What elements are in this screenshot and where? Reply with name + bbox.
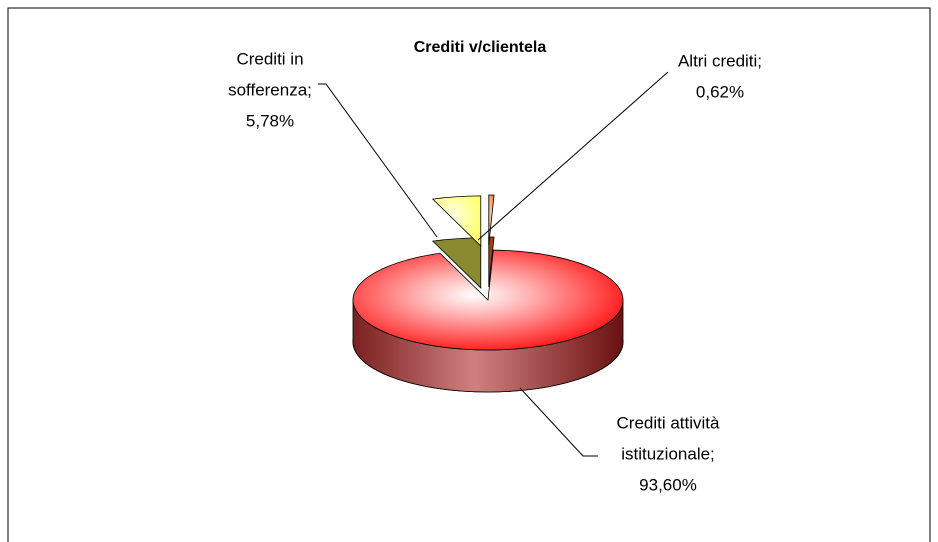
chart-border: [7, 7, 931, 542]
data-label: 5,78%: [246, 111, 294, 130]
data-label: Crediti in: [236, 49, 303, 68]
pie-slice: [488, 194, 495, 288]
slice-top: [352, 249, 624, 351]
pie-slice: [352, 249, 624, 393]
slice-top: [431, 195, 482, 247]
leader-line: [477, 71, 669, 241]
slice-top: [488, 194, 495, 246]
data-label: Crediti attività: [617, 413, 721, 432]
data-label: Altri crediti;: [678, 51, 762, 70]
data-label: 0,62%: [696, 82, 744, 101]
chart-title: Crediti v/clientela: [414, 39, 547, 56]
data-label: sofferenza;: [228, 80, 312, 99]
leader-line: [519, 387, 598, 457]
leader-line: [318, 83, 438, 238]
data-label: 93,60%: [639, 475, 697, 494]
pie-slice: [431, 195, 482, 289]
data-label: istituzionale;: [621, 444, 715, 463]
